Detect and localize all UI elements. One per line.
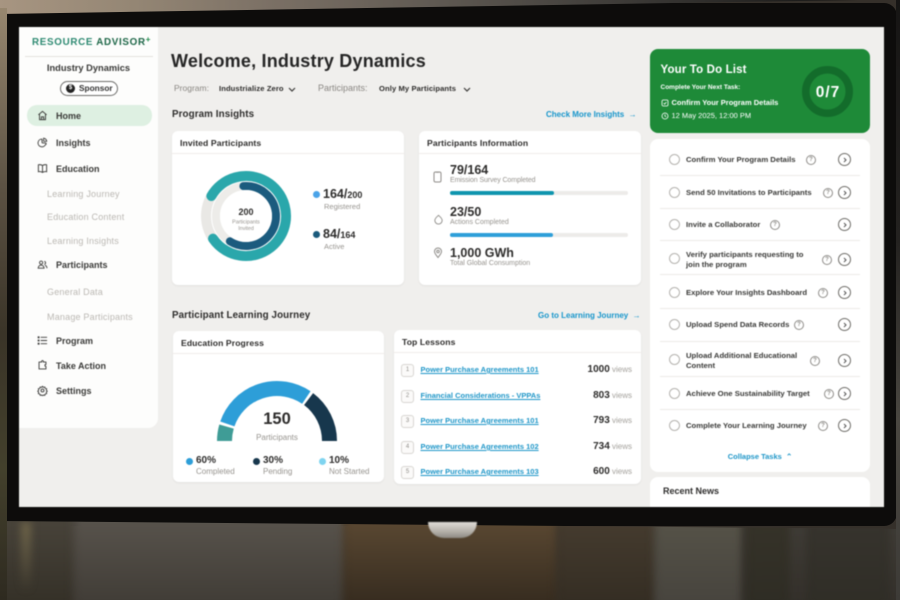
svg-text:200: 200 — [238, 207, 253, 217]
svg-text:Participants: Participants — [232, 219, 260, 225]
svg-text:Invited: Invited — [238, 225, 254, 231]
svg-text:0/7: 0/7 — [816, 84, 841, 101]
